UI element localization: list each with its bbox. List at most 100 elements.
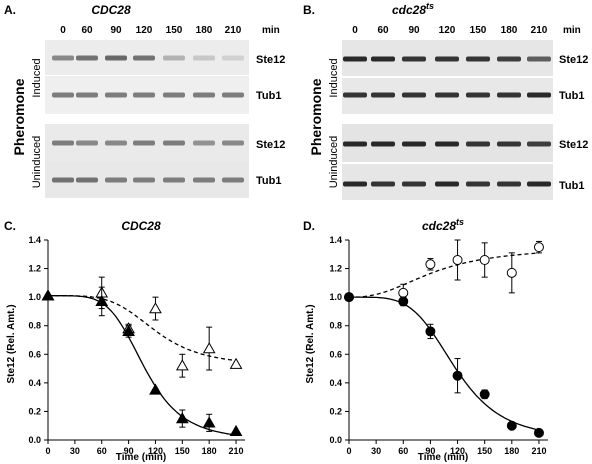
data-point-series-1 <box>425 326 436 337</box>
x-tick-label: 60 <box>398 446 408 456</box>
data-point-series-0 <box>175 359 189 371</box>
x-tick-label: 210 <box>229 446 244 456</box>
data-point-series-1 <box>344 292 354 303</box>
group-label-pheromone: Pheromone <box>308 78 324 155</box>
panel-letter-c: C. <box>4 219 16 233</box>
blot-band <box>343 56 367 62</box>
time-label: 120 <box>136 25 153 36</box>
time-label: 90 <box>110 25 122 36</box>
blot-band <box>343 141 367 147</box>
data-point-series-1 <box>533 427 544 438</box>
y-axis-label-c: Ste12 (Rel. Amt.) <box>6 304 17 383</box>
blot-band <box>222 55 244 61</box>
x-tick-label: 180 <box>504 446 519 456</box>
panel-letter-d: D. <box>303 219 315 233</box>
data-point-series-1 <box>41 289 55 301</box>
blot-band <box>435 92 459 98</box>
blot-band <box>163 92 185 98</box>
blot-band <box>527 141 551 147</box>
chart-panel-c: C. CDC28 Ste12 (Rel. Amt.) Time (min) 0 3… <box>4 219 245 463</box>
row-label-tub1: Tub1 <box>256 90 281 102</box>
data-point-series-1 <box>149 383 162 395</box>
blot-band <box>466 141 490 147</box>
blot-panel-b: B. cdc28ts 0 60 90 120 150 180 210 min S… <box>303 1 588 200</box>
data-point-series-1 <box>175 412 189 424</box>
group-label-pheromone: Pheromone <box>11 78 27 155</box>
blot-band <box>76 92 98 98</box>
y-tick-label: 0.4 <box>329 378 342 388</box>
data-point-series-0 <box>425 259 436 270</box>
time-label: 0 <box>60 25 66 36</box>
blot-band <box>527 56 551 62</box>
blot-band <box>371 92 395 98</box>
time-label: 120 <box>439 25 456 36</box>
blot-band <box>163 140 185 146</box>
blot-band <box>52 177 74 183</box>
blot-band <box>222 140 244 146</box>
time-label: 60 <box>377 25 389 36</box>
blot-band <box>435 141 459 147</box>
time-unit-label: min <box>262 25 280 36</box>
row-label-ste12: Ste12 <box>256 139 285 151</box>
row-label-ste12: Ste12 <box>256 54 285 66</box>
x-tick-label: 210 <box>531 446 546 456</box>
chart-title-d: cdc28ts <box>422 217 464 233</box>
y-tick-label: 0.4 <box>28 378 41 388</box>
blot-band <box>527 92 551 98</box>
blot-band <box>402 141 426 147</box>
blot-band <box>76 140 98 146</box>
x-tick-label: 180 <box>202 446 217 456</box>
data-point-series-1 <box>95 294 109 307</box>
y-tick-label: 1.0 <box>28 292 41 302</box>
chart-panel-d: D. cdc28ts Ste12 (Rel. Amt.) Time (min) … <box>303 217 548 463</box>
blot-band <box>105 55 127 61</box>
x-tick-label: 0 <box>45 446 50 456</box>
blot-band <box>105 140 127 146</box>
blot-band <box>435 56 459 62</box>
chart-title-d-main: cdc28 <box>422 219 456 233</box>
blot-band <box>52 55 74 61</box>
blot-band <box>402 92 426 98</box>
blot-band <box>133 177 155 183</box>
blot-panel-a: A. CDC28 0 60 90 120 150 180 210 min Ste… <box>4 3 285 198</box>
plot-area-d: 0 30 60 90 120 150 180 210 0.0 0.2 0.4 0.6 0.8 1.0 1.2… <box>329 235 548 456</box>
y-tick-label: 1.4 <box>329 235 342 245</box>
blot-band <box>371 141 395 147</box>
condition-label-uninduced: Uninduced <box>31 136 43 189</box>
y-tick-label: 0.0 <box>329 435 342 445</box>
row-label-tub1: Tub1 <box>559 90 584 102</box>
blot-band <box>497 92 521 98</box>
data-point-series-0 <box>202 342 216 354</box>
x-tick-label: 150 <box>175 446 190 456</box>
time-label: 0 <box>352 25 358 36</box>
blot-band <box>163 177 185 183</box>
y-tick-label: 1.0 <box>329 292 342 302</box>
x-tick-label: 120 <box>450 446 465 456</box>
chart-title-d-sup: ts <box>456 217 464 227</box>
band-group-b <box>343 56 551 187</box>
blot-band <box>497 141 521 147</box>
x-tick-label: 120 <box>148 446 163 456</box>
blot-band <box>105 92 127 98</box>
row-label-ste12: Ste12 <box>559 54 588 66</box>
blot-band <box>497 56 521 62</box>
y-tick-label: 1.4 <box>28 235 41 245</box>
blot-band <box>466 56 490 62</box>
condition-label-uninduced: Uninduced <box>328 136 340 189</box>
x-tick-label: 0 <box>346 446 351 456</box>
time-label: 60 <box>81 25 93 36</box>
data-point-series-1 <box>398 296 409 307</box>
data-point-series-1 <box>452 370 463 381</box>
y-tick-label: 0.8 <box>28 321 41 331</box>
time-label: 90 <box>408 25 420 36</box>
blot-band <box>402 56 426 62</box>
panel-title-b-main: cdc28 <box>392 3 426 17</box>
data-point-series-1 <box>229 424 243 437</box>
time-unit-label: min <box>563 25 581 36</box>
panel-title-b: cdc28ts <box>392 1 434 17</box>
x-axis-label-d: Time (min) <box>418 452 468 463</box>
condition-label-induced: Induced <box>31 58 43 97</box>
data-point-series-0 <box>479 255 490 265</box>
blot-band <box>76 177 98 183</box>
